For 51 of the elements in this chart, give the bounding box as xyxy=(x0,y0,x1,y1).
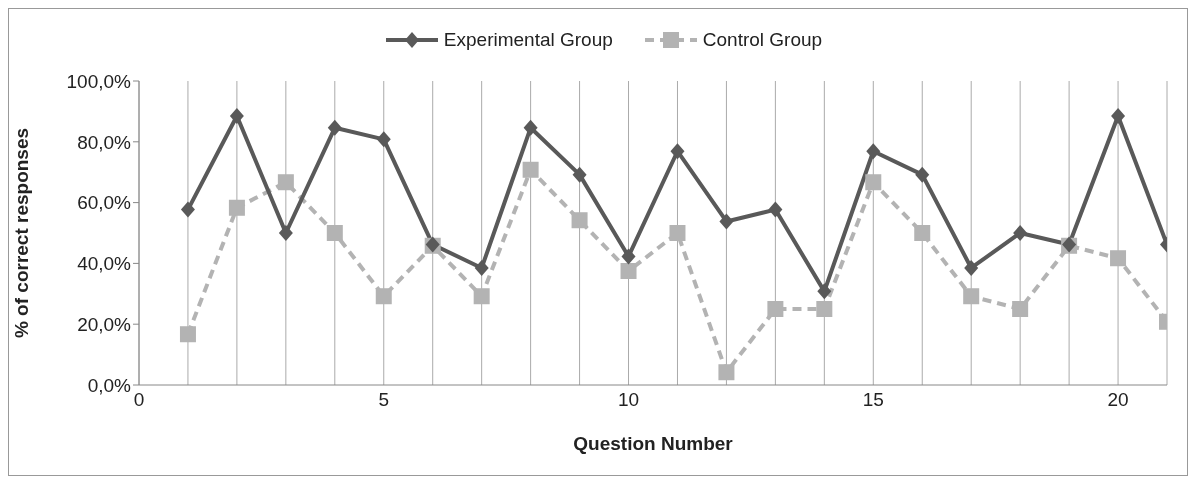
point xyxy=(670,143,685,160)
x-tick-label: 20 xyxy=(1107,389,1129,411)
point xyxy=(327,119,342,136)
x-tick-label: 15 xyxy=(862,389,884,411)
point xyxy=(620,263,637,279)
point xyxy=(719,213,734,230)
y-axis-title: % of correct responses xyxy=(10,127,32,339)
y-tick-label: 80,0% xyxy=(77,131,132,153)
point xyxy=(767,301,784,317)
point xyxy=(375,288,392,305)
point xyxy=(866,143,881,160)
y-tick-label: 100,0% xyxy=(66,70,132,92)
point xyxy=(326,225,343,241)
point xyxy=(964,259,979,276)
y-tick-label: 60,0% xyxy=(77,192,132,214)
point xyxy=(865,174,882,191)
point xyxy=(1110,250,1127,267)
y-tick-label: 20,0% xyxy=(77,313,132,335)
point xyxy=(523,119,538,136)
point xyxy=(915,166,930,183)
point xyxy=(817,283,832,300)
point xyxy=(277,174,294,191)
point xyxy=(816,301,833,317)
point xyxy=(278,225,293,241)
y-tick-label: 0,0% xyxy=(87,374,132,396)
point xyxy=(179,326,196,343)
point xyxy=(621,248,636,265)
point xyxy=(718,364,735,381)
point xyxy=(768,201,783,218)
y-tick-label: 40,0% xyxy=(77,253,132,275)
point xyxy=(572,166,587,183)
legend-label: Control Group xyxy=(701,29,823,51)
legend-label: Experimental Group xyxy=(442,29,613,51)
x-tick-label: 0 xyxy=(133,389,145,411)
point xyxy=(963,288,980,305)
point xyxy=(229,107,244,124)
point xyxy=(1013,225,1028,241)
point xyxy=(1111,107,1126,124)
x-tick-label: 5 xyxy=(378,389,390,411)
point xyxy=(376,131,391,148)
point xyxy=(571,212,588,229)
point xyxy=(473,288,490,305)
point xyxy=(522,161,539,178)
point xyxy=(914,225,931,241)
point xyxy=(1012,301,1029,317)
point xyxy=(669,225,686,241)
x-axis-title: Question Number xyxy=(573,433,734,454)
point xyxy=(180,201,195,218)
point xyxy=(474,259,489,276)
x-tick-label: 10 xyxy=(617,389,640,411)
point xyxy=(228,199,245,216)
